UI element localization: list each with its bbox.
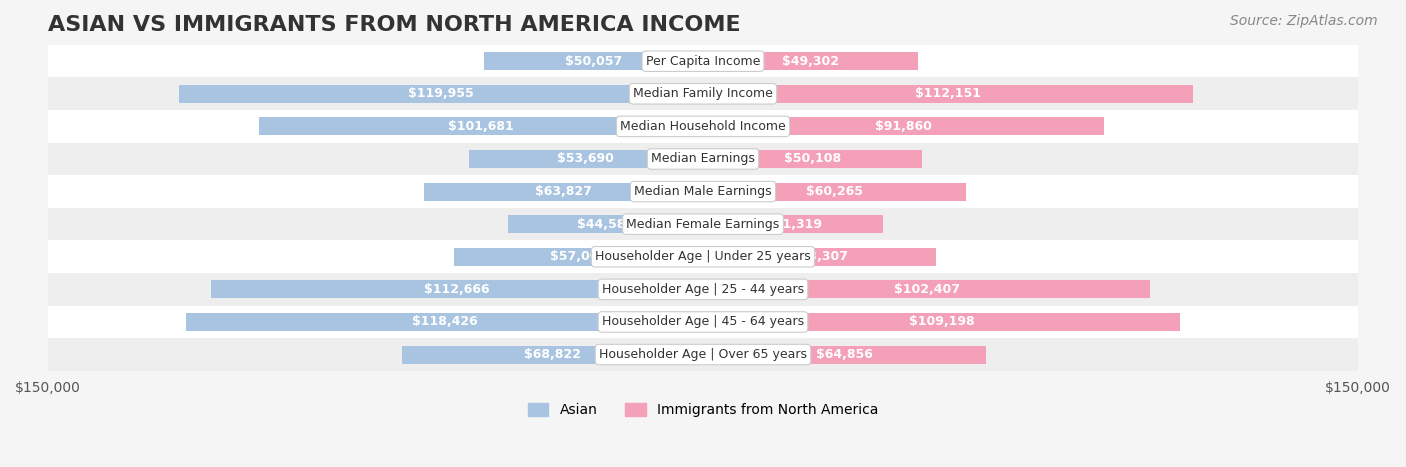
Bar: [48, 78, 1358, 110]
Bar: [454, 248, 703, 266]
Bar: [485, 52, 703, 70]
Text: $109,198: $109,198: [908, 316, 974, 328]
Bar: [703, 117, 1104, 135]
Bar: [48, 208, 1358, 241]
Bar: [48, 241, 1358, 273]
Text: Householder Age | 25 - 44 years: Householder Age | 25 - 44 years: [602, 283, 804, 296]
Legend: Asian, Immigrants from North America: Asian, Immigrants from North America: [522, 397, 884, 423]
Text: $53,307: $53,307: [792, 250, 848, 263]
Text: $41,319: $41,319: [765, 218, 821, 231]
Text: Per Capita Income: Per Capita Income: [645, 55, 761, 68]
Bar: [703, 150, 922, 168]
Bar: [703, 346, 986, 363]
Text: $112,666: $112,666: [425, 283, 489, 296]
Text: $68,822: $68,822: [524, 348, 581, 361]
Text: $49,302: $49,302: [782, 55, 839, 68]
Bar: [48, 273, 1358, 306]
Text: $60,265: $60,265: [806, 185, 863, 198]
Bar: [48, 175, 1358, 208]
Bar: [211, 280, 703, 298]
Text: Median Female Earnings: Median Female Earnings: [627, 218, 779, 231]
Bar: [703, 85, 1192, 103]
Bar: [48, 143, 1358, 175]
Bar: [703, 248, 936, 266]
Text: $50,108: $50,108: [785, 153, 841, 165]
Bar: [402, 346, 703, 363]
Text: $112,151: $112,151: [915, 87, 981, 100]
Bar: [48, 338, 1358, 371]
Bar: [48, 45, 1358, 78]
Text: Householder Age | Over 65 years: Householder Age | Over 65 years: [599, 348, 807, 361]
Text: Householder Age | 45 - 64 years: Householder Age | 45 - 64 years: [602, 316, 804, 328]
Text: $44,586: $44,586: [576, 218, 634, 231]
Text: ASIAN VS IMMIGRANTS FROM NORTH AMERICA INCOME: ASIAN VS IMMIGRANTS FROM NORTH AMERICA I…: [48, 15, 741, 35]
Bar: [509, 215, 703, 233]
Bar: [703, 215, 883, 233]
Bar: [703, 52, 918, 70]
Bar: [48, 110, 1358, 143]
Text: Median Earnings: Median Earnings: [651, 153, 755, 165]
Bar: [468, 150, 703, 168]
Bar: [259, 117, 703, 135]
Text: $101,681: $101,681: [449, 120, 513, 133]
Text: $102,407: $102,407: [894, 283, 960, 296]
Text: Median Family Income: Median Family Income: [633, 87, 773, 100]
Bar: [186, 313, 703, 331]
Text: Householder Age | Under 25 years: Householder Age | Under 25 years: [595, 250, 811, 263]
Text: $53,690: $53,690: [557, 153, 614, 165]
Text: $50,057: $50,057: [565, 55, 623, 68]
Bar: [425, 183, 703, 200]
Text: Median Male Earnings: Median Male Earnings: [634, 185, 772, 198]
Text: Source: ZipAtlas.com: Source: ZipAtlas.com: [1230, 14, 1378, 28]
Text: $119,955: $119,955: [408, 87, 474, 100]
Bar: [48, 306, 1358, 338]
Text: $64,856: $64,856: [815, 348, 873, 361]
Bar: [703, 280, 1150, 298]
Bar: [703, 313, 1180, 331]
Text: $57,003: $57,003: [550, 250, 607, 263]
Bar: [703, 183, 966, 200]
Bar: [179, 85, 703, 103]
Text: $118,426: $118,426: [412, 316, 477, 328]
Text: $63,827: $63,827: [536, 185, 592, 198]
Text: Median Household Income: Median Household Income: [620, 120, 786, 133]
Text: $91,860: $91,860: [875, 120, 932, 133]
